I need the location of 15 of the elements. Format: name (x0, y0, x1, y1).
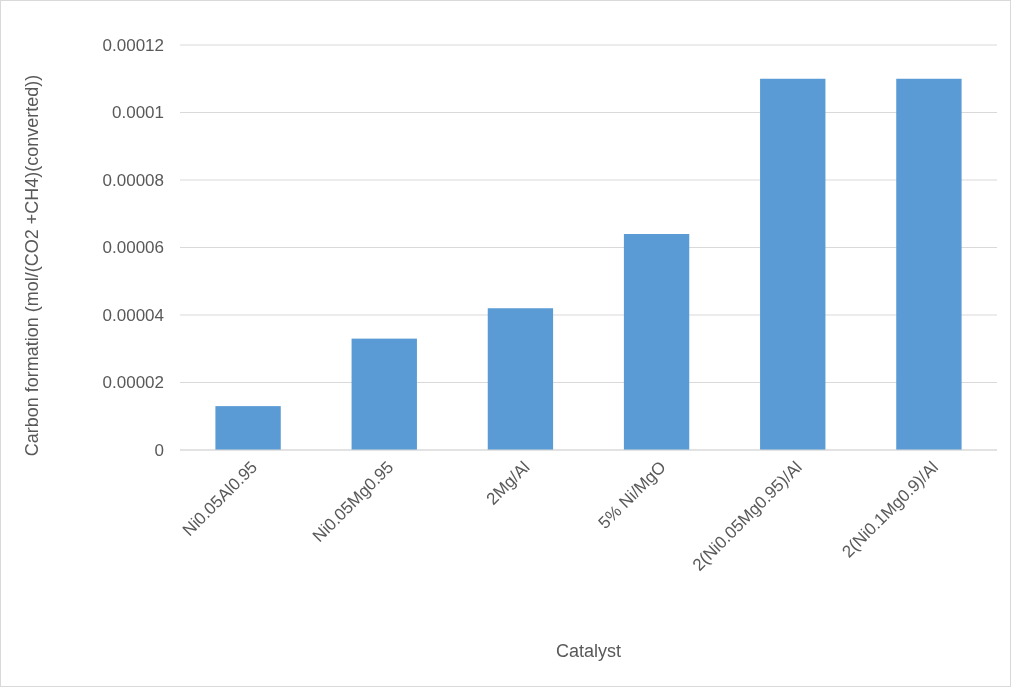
bar (623, 234, 690, 450)
bar (487, 308, 554, 450)
y-tick-label: 0.00012 (102, 35, 164, 55)
y-tick-label: 0.00008 (102, 170, 164, 190)
y-axis-title: Carbon formation (mol/(CO2 +CH4)(converted)) (22, 74, 42, 457)
y-tick-label: 0 (154, 440, 164, 460)
bar (760, 78, 826, 450)
bar (215, 406, 281, 450)
y-tick-label: 0.00006 (102, 238, 164, 258)
bar (351, 338, 417, 450)
y-tick-label: 0.00004 (102, 305, 164, 325)
bar (896, 78, 962, 450)
y-tick-label: 0.00002 (102, 373, 164, 393)
x-axis-title: Catalyst (555, 641, 622, 661)
y-tick-label: 0.0001 (112, 103, 164, 123)
